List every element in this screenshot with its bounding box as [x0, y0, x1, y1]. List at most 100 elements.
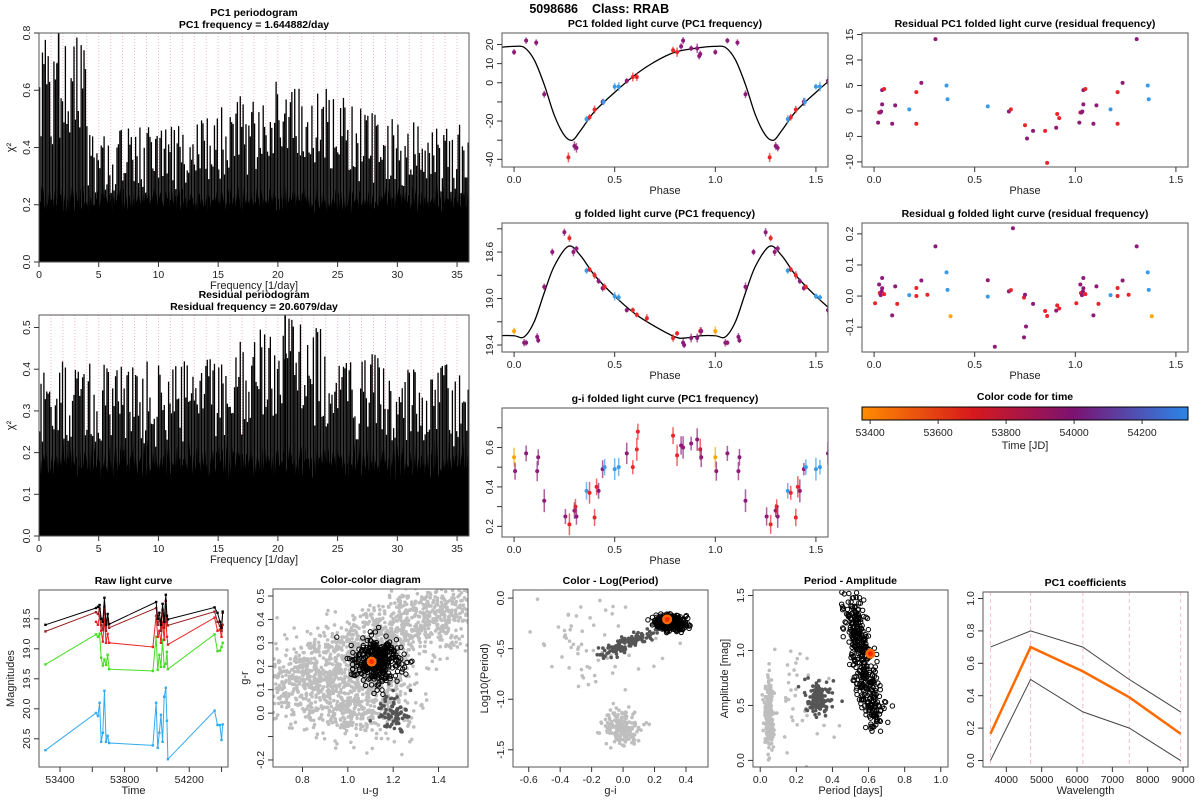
data-point [1045, 313, 1050, 318]
reference-point-dark [616, 642, 621, 647]
data-point [1055, 112, 1060, 117]
rrab-reference-point [645, 617, 651, 623]
reference-point [408, 739, 412, 744]
reference-point [427, 610, 432, 615]
x-tick-label: 35 [451, 269, 463, 281]
data-point [1081, 276, 1086, 281]
reference-point [435, 622, 440, 627]
reference-point [423, 612, 427, 616]
reference-point [354, 713, 359, 717]
rrab-reference-point [380, 670, 387, 676]
chart-title: g-i folded light curve (PC1 frequency) [572, 393, 759, 405]
x-axis: 0 5 10 15 20 25 30 35 [36, 262, 463, 281]
light-curve-point [99, 623, 103, 626]
reference-point [608, 746, 613, 750]
reference-point [268, 692, 272, 696]
rrab-reference-point [361, 665, 367, 671]
data-point [1134, 244, 1139, 249]
y-tick-label: 0.3 [255, 635, 267, 650]
rrab-reference-point [375, 682, 382, 688]
reference-point [413, 700, 418, 705]
reference-point-dark [642, 639, 647, 644]
reference-point [444, 625, 448, 630]
reference-point-dark [399, 728, 404, 733]
reference-point [291, 673, 295, 677]
reference-point [475, 627, 479, 631]
light-curve-point [98, 603, 101, 607]
light-curve-point [151, 669, 155, 673]
reference-point [603, 724, 608, 728]
data-layer [528, 590, 693, 750]
rrab-reference-point [861, 597, 867, 603]
reference-point [397, 628, 402, 632]
x-tick-label: 1.4 [431, 774, 446, 786]
reference-point-dark [826, 698, 830, 702]
data-point [634, 75, 639, 80]
data-point [1024, 324, 1029, 329]
reference-point [496, 609, 500, 613]
reference-point [610, 722, 615, 727]
reference-point [452, 617, 456, 622]
data-point [634, 312, 639, 317]
x-tick-label: 1.0 [708, 174, 723, 186]
data-point [803, 284, 808, 289]
reference-point [487, 589, 491, 593]
reference-point-dark [817, 678, 821, 683]
reference-point [472, 633, 476, 637]
data-point [882, 292, 887, 297]
light-curve-point [104, 740, 108, 743]
data-point [1010, 226, 1015, 231]
rrab-reference-point [360, 635, 366, 641]
data-point [880, 286, 885, 291]
y-tick-label: 0.2 [21, 445, 33, 460]
rrab-reference-point [371, 673, 377, 679]
reference-point [333, 739, 337, 743]
light-curve-line [45, 687, 224, 761]
reference-point [636, 738, 641, 743]
reference-point [439, 600, 444, 605]
light-curve-point [104, 629, 108, 632]
reference-point [459, 627, 463, 631]
reference-point [398, 693, 403, 697]
reference-point [394, 642, 398, 646]
reference-point [404, 608, 408, 612]
reference-point [301, 673, 305, 678]
rrab-reference-point [370, 670, 377, 677]
reference-point [763, 721, 768, 726]
light-curve-point [101, 731, 105, 734]
reference-point [299, 646, 304, 650]
reference-point [421, 607, 425, 611]
reference-point [335, 742, 339, 746]
reference-point [766, 714, 771, 719]
data-point [948, 314, 953, 319]
reference-point [347, 683, 351, 687]
reference-point [321, 656, 326, 660]
reference-point [400, 752, 404, 757]
x-tick-label: 54000 [1060, 427, 1089, 439]
reference-point [315, 732, 320, 736]
reference-point [678, 641, 682, 646]
data-point [1094, 103, 1099, 108]
rrab-reference-point [360, 644, 366, 651]
chart-pc1-folded: PC1 folded light curve (PC1 frequency)0.… [484, 18, 829, 197]
rrab-reference-point [652, 619, 658, 625]
x-tick-label: 30 [391, 269, 403, 281]
light-curve-point [159, 641, 163, 644]
reference-point [310, 710, 315, 715]
reference-point [342, 640, 346, 645]
reference-point [761, 697, 765, 702]
x-tick-label: 53400 [45, 774, 74, 786]
reference-point [337, 683, 341, 688]
reference-point [767, 668, 772, 673]
x-tick-label: 30 [391, 543, 403, 555]
reference-point [602, 633, 607, 637]
reference-point-dark [392, 696, 397, 701]
light-curve-point [44, 749, 47, 752]
y-axis: 0.00.20.40.60.8 [21, 26, 39, 269]
rrab-reference-point [379, 643, 385, 650]
reference-point [411, 725, 416, 729]
reference-point [354, 733, 359, 737]
reference-point-dark [606, 646, 610, 650]
reference-point-dark [623, 636, 627, 641]
